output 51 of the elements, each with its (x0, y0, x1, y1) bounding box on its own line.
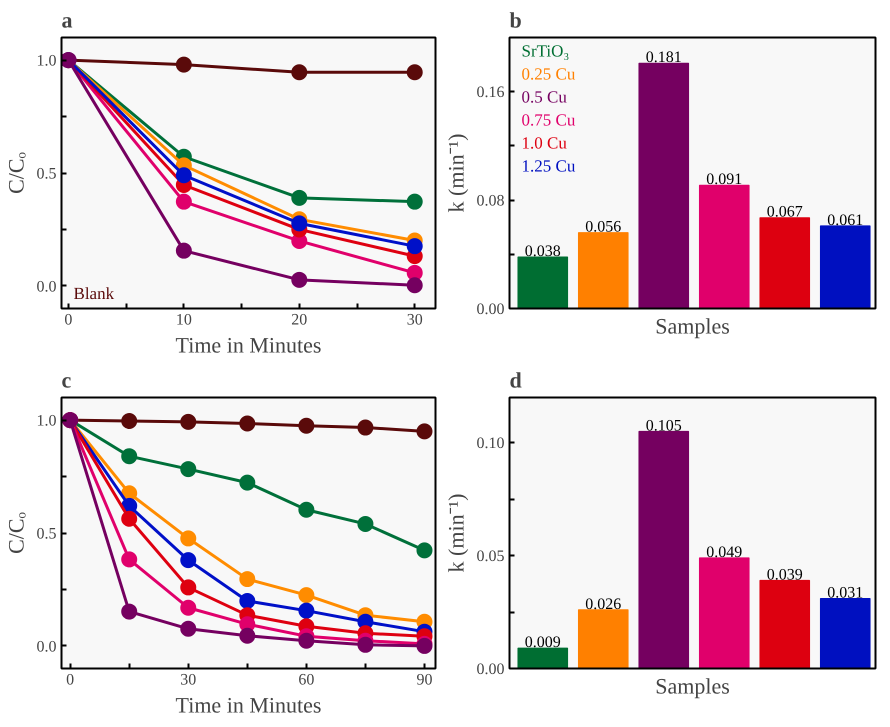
x-tick-label: 0 (66, 672, 74, 688)
data-label: 0.049 (706, 544, 742, 561)
text: 0.75 Cu (522, 110, 576, 130)
text: 0.5 Cu (522, 88, 568, 107)
y-axis-title: C/Cₒ (4, 152, 28, 194)
y-tick-label: 0.0 (36, 638, 56, 656)
y-tick-label: 1.0 (36, 52, 56, 70)
x-axis-title: Time in Minutes (176, 692, 322, 718)
y-tick-label: 0.00 (476, 301, 504, 318)
x-tick-label: 30 (406, 312, 423, 328)
data-label: 0.105 (646, 417, 682, 434)
data-label: 0.091 (706, 171, 742, 188)
data-label: 0.061 (827, 212, 864, 229)
y-tick-label: 0.05 (476, 548, 504, 566)
y-tick-label: 0.00 (476, 661, 504, 678)
data-label: 0.181 (646, 49, 682, 66)
chart-title: c (62, 368, 72, 392)
y-axis-title: C/Cₒ (4, 512, 28, 554)
x-tick-label: 20 (291, 312, 308, 328)
y-tick-label: 0.5 (36, 526, 56, 542)
chart-title: d (510, 368, 522, 392)
text: 1.25 Cu (522, 156, 576, 176)
x-axis-title: Samples (655, 674, 730, 698)
x-axis-title: Samples (655, 314, 730, 338)
chart-title: b (510, 8, 522, 32)
y-axis-title: k (min⁻¹) (444, 494, 468, 572)
y-tick-label: 0.0 (36, 278, 56, 296)
y-tick-label: 0.10 (476, 435, 504, 452)
data-label: 0.031 (827, 584, 864, 602)
text: 0.25 Cu (522, 64, 576, 84)
y-tick-label: 0.5 (36, 166, 56, 182)
y-tick-label: 1.0 (36, 412, 56, 430)
data-label: 0.056 (585, 218, 622, 236)
x-tick-label: 0 (64, 312, 72, 328)
data-label: 0.009 (524, 634, 561, 652)
text: 1.0 Cu (522, 134, 568, 153)
text: SrTiO₃ (522, 42, 570, 61)
x-tick-label: 30 (180, 672, 196, 688)
x-tick-label: 60 (298, 672, 314, 688)
y-tick-label: 0.08 (476, 192, 504, 210)
y-axis-title: k (min⁻¹) (444, 134, 468, 212)
x-axis-title: Time in Minutes (176, 332, 322, 358)
x-tick-label: 10 (176, 312, 192, 328)
data-label: 0.038 (524, 243, 561, 260)
chart-title: a (62, 8, 72, 32)
text: Blank (74, 284, 115, 304)
data-label: 0.039 (766, 566, 803, 584)
y-tick-label: 0.16 (476, 84, 504, 102)
x-tick-label: 90 (416, 672, 432, 688)
data-label: 0.026 (585, 596, 622, 613)
data-label: 0.067 (766, 204, 803, 221)
